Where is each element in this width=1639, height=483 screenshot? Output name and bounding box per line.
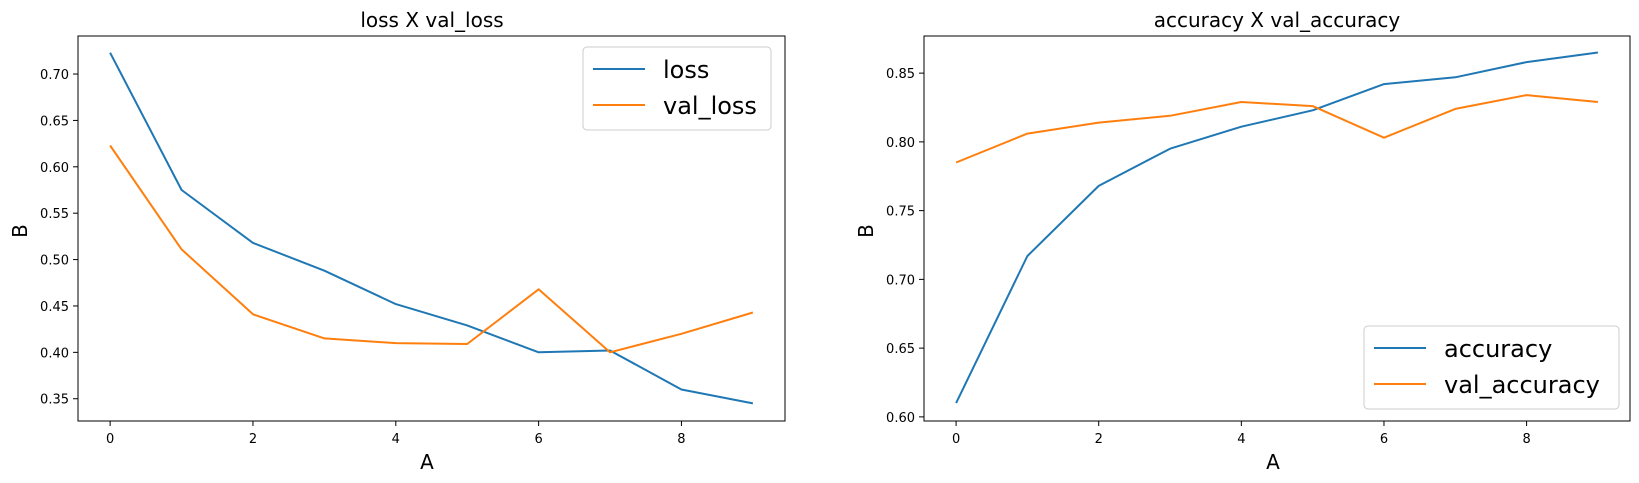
- x-tick-label: 2: [249, 432, 257, 447]
- x-tick-label: 2: [1095, 432, 1103, 447]
- axis-ticks: 0 2 4 6 8 0.35 0.40 0.45 0.50 0.55 0.60 0.65 0.70: [40, 68, 686, 447]
- legend: loss val_loss: [582, 46, 772, 131]
- y-tick-label: 0.60: [40, 161, 69, 176]
- y-axis-label: B: [8, 224, 32, 238]
- chart-title: loss X val_loss: [360, 8, 503, 32]
- y-tick-label: 0.35: [40, 393, 69, 408]
- y-tick-label: 0.45: [40, 300, 69, 315]
- y-axis-label: B: [854, 224, 878, 238]
- x-tick-label: 8: [1522, 432, 1530, 447]
- plot-frame: [923, 35, 1631, 422]
- legend-label-accuracy: accuracy: [1444, 335, 1552, 363]
- series-lines: [955, 51, 1599, 404]
- x-tick-label: 4: [1237, 432, 1245, 447]
- series-lines: [109, 52, 754, 405]
- x-tick-label: 0: [106, 432, 114, 447]
- legend: accuracy val_accuracy: [1363, 325, 1620, 410]
- x-tick-label: 6: [534, 432, 542, 447]
- loss-chart: loss X val_loss A B 0 2 4 6 8 0.35 0.40 0.45 0.5…: [8, 8, 786, 474]
- x-tick-label: 4: [392, 432, 400, 447]
- x-axis-label: A: [1266, 450, 1280, 474]
- y-tick-label: 0.50: [40, 254, 69, 269]
- y-tick-label: 0.65: [886, 342, 915, 357]
- plot-frame: [77, 35, 786, 422]
- y-tick-label: 0.85: [886, 67, 915, 82]
- y-tick-label: 0.60: [886, 411, 915, 426]
- chart-title: accuracy X val_accuracy: [1154, 8, 1401, 32]
- y-tick-label: 0.70: [886, 273, 915, 288]
- y-tick-label: 0.55: [40, 207, 69, 222]
- series-line-accuracy: [955, 51, 1599, 404]
- x-axis-label: A: [420, 450, 434, 474]
- legend-label-loss: loss: [663, 56, 709, 84]
- series-line-val-accuracy: [955, 94, 1598, 164]
- y-tick-label: 0.40: [40, 346, 69, 361]
- y-tick-label: 0.75: [886, 205, 915, 220]
- y-tick-label: 0.65: [40, 114, 69, 129]
- y-tick-label: 0.80: [886, 136, 915, 151]
- x-tick-label: 0: [952, 432, 960, 447]
- legend-box: [1363, 325, 1620, 410]
- legend-box: [582, 46, 772, 131]
- series-line-val-loss: [109, 144, 754, 354]
- legend-label-val-loss: val_loss: [663, 92, 757, 120]
- x-tick-label: 6: [1380, 432, 1388, 447]
- x-tick-label: 8: [677, 432, 685, 447]
- accuracy-chart: accuracy X val_accuracy A B 0 2 4 6 8 0.60 0.6…: [854, 8, 1631, 474]
- axis-ticks: 0 2 4 6 8 0.60 0.65 0.70 0.75 0.80 0.85: [886, 67, 1531, 447]
- series-line-loss: [109, 52, 754, 405]
- legend-label-val-accuracy: val_accuracy: [1444, 371, 1600, 399]
- y-tick-label: 0.70: [40, 68, 69, 83]
